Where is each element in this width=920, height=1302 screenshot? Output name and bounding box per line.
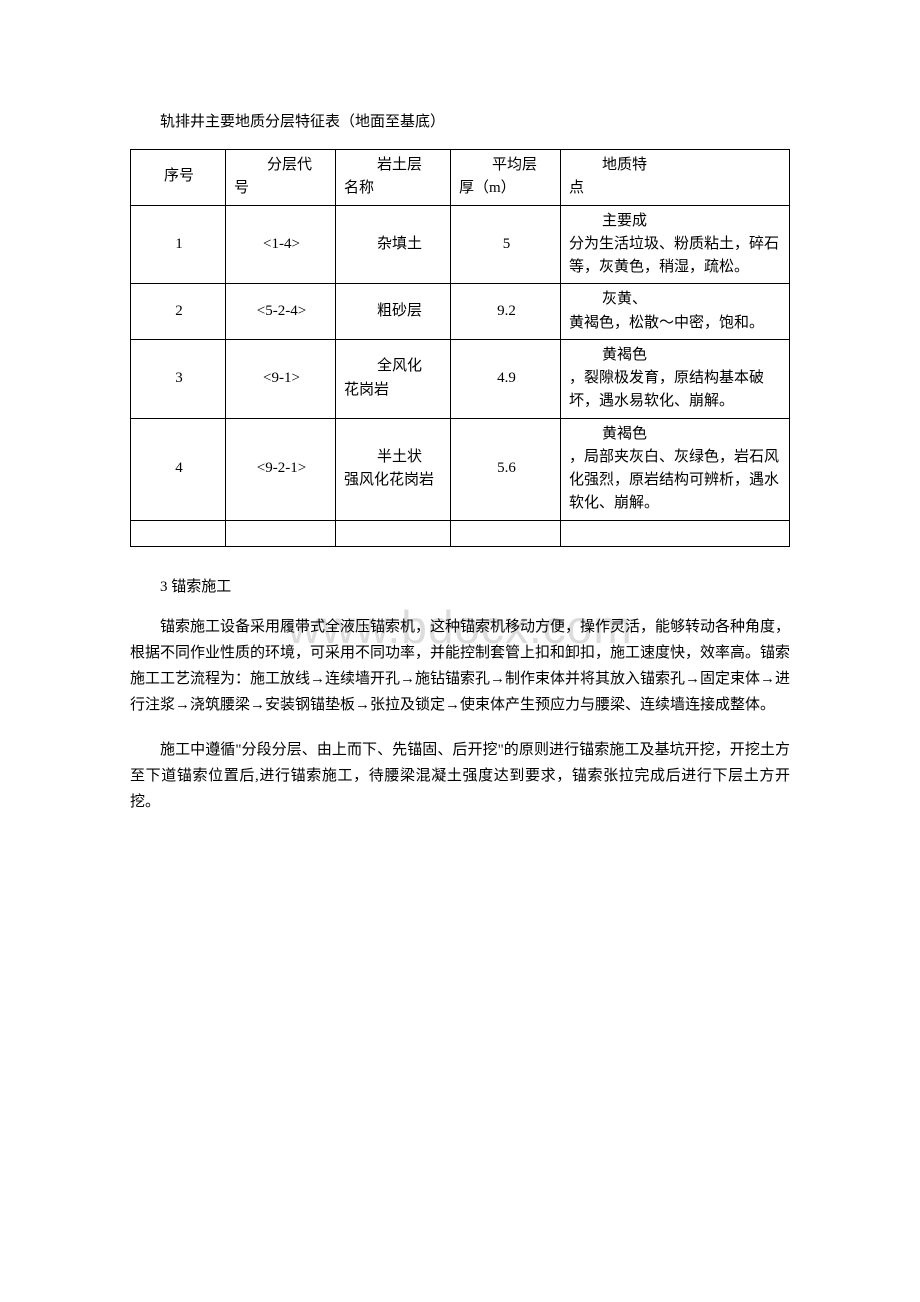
cell-name: 杂填土 bbox=[336, 205, 451, 284]
paragraph: 锚索施工设备采用履带式全液压锚索机，这种锚索机移动方便，操作灵活，能够转动各种角… bbox=[130, 614, 790, 719]
cell-seq: 3 bbox=[131, 339, 226, 418]
col-header-thick: 平均层 厚（m） bbox=[451, 150, 561, 206]
cell-thick: 9.2 bbox=[451, 284, 561, 340]
section-heading: 3 锚索施工 bbox=[130, 575, 790, 596]
col-header-seq: 序号 bbox=[131, 150, 226, 206]
table-row: 2 <5-2-4> 粗砂层 9.2 灰黄、 黄褐色，松散～中密，饱和。 bbox=[131, 284, 790, 340]
cell-desc: 黄褐色 ，局部夹灰白、灰绿色，岩石风化强烈，原岩结构可辨析，遇水软化、崩解。 bbox=[561, 418, 790, 520]
table-caption: 轨排井主要地质分层特征表（地面至基底） bbox=[130, 110, 790, 131]
paragraph: 施工中遵循"分段分层、由上而下、先锚固、后开挖"的原则进行锚索施工及基坑开挖，开… bbox=[130, 737, 790, 816]
table-empty-row bbox=[131, 520, 790, 546]
cell-desc: 主要成 分为生活垃圾、粉质粘土，碎石等，灰黄色，稍湿，疏松。 bbox=[561, 205, 790, 284]
table-header-row: 序号 分层代 号 岩土层 名称 平均层 厚（m） 地质特 点 bbox=[131, 150, 790, 206]
geology-table: 序号 分层代 号 岩土层 名称 平均层 厚（m） 地质特 点 1 <1-4> bbox=[130, 149, 790, 547]
cell-code: <5-2-4> bbox=[226, 284, 336, 340]
col-header-name: 岩土层 名称 bbox=[336, 150, 451, 206]
cell-seq: 2 bbox=[131, 284, 226, 340]
cell-thick: 5 bbox=[451, 205, 561, 284]
cell-code: <9-1> bbox=[226, 339, 336, 418]
cell-code: <9-2-1> bbox=[226, 418, 336, 520]
col-header-code: 分层代 号 bbox=[226, 150, 336, 206]
cell-desc: 灰黄、 黄褐色，松散～中密，饱和。 bbox=[561, 284, 790, 340]
table-row: 4 <9-2-1> 半土状 强风化花岗岩 5.6 黄褐色 ，局部夹灰白、灰绿色，… bbox=[131, 418, 790, 520]
cell-seq: 1 bbox=[131, 205, 226, 284]
cell-thick: 5.6 bbox=[451, 418, 561, 520]
table-row: 3 <9-1> 全风化 花岗岩 4.9 黄褐色 ，裂隙极发育，原结构基本破坏，遇… bbox=[131, 339, 790, 418]
table-row: 1 <1-4> 杂填土 5 主要成 分为生活垃圾、粉质粘土，碎石等，灰黄色，稍湿… bbox=[131, 205, 790, 284]
cell-seq: 4 bbox=[131, 418, 226, 520]
col-header-desc: 地质特 点 bbox=[561, 150, 790, 206]
cell-name: 半土状 强风化花岗岩 bbox=[336, 418, 451, 520]
cell-name: 全风化 花岗岩 bbox=[336, 339, 451, 418]
cell-desc: 黄褐色 ，裂隙极发育，原结构基本破坏，遇水易软化、崩解。 bbox=[561, 339, 790, 418]
cell-thick: 4.9 bbox=[451, 339, 561, 418]
cell-code: <1-4> bbox=[226, 205, 336, 284]
cell-name: 粗砂层 bbox=[336, 284, 451, 340]
